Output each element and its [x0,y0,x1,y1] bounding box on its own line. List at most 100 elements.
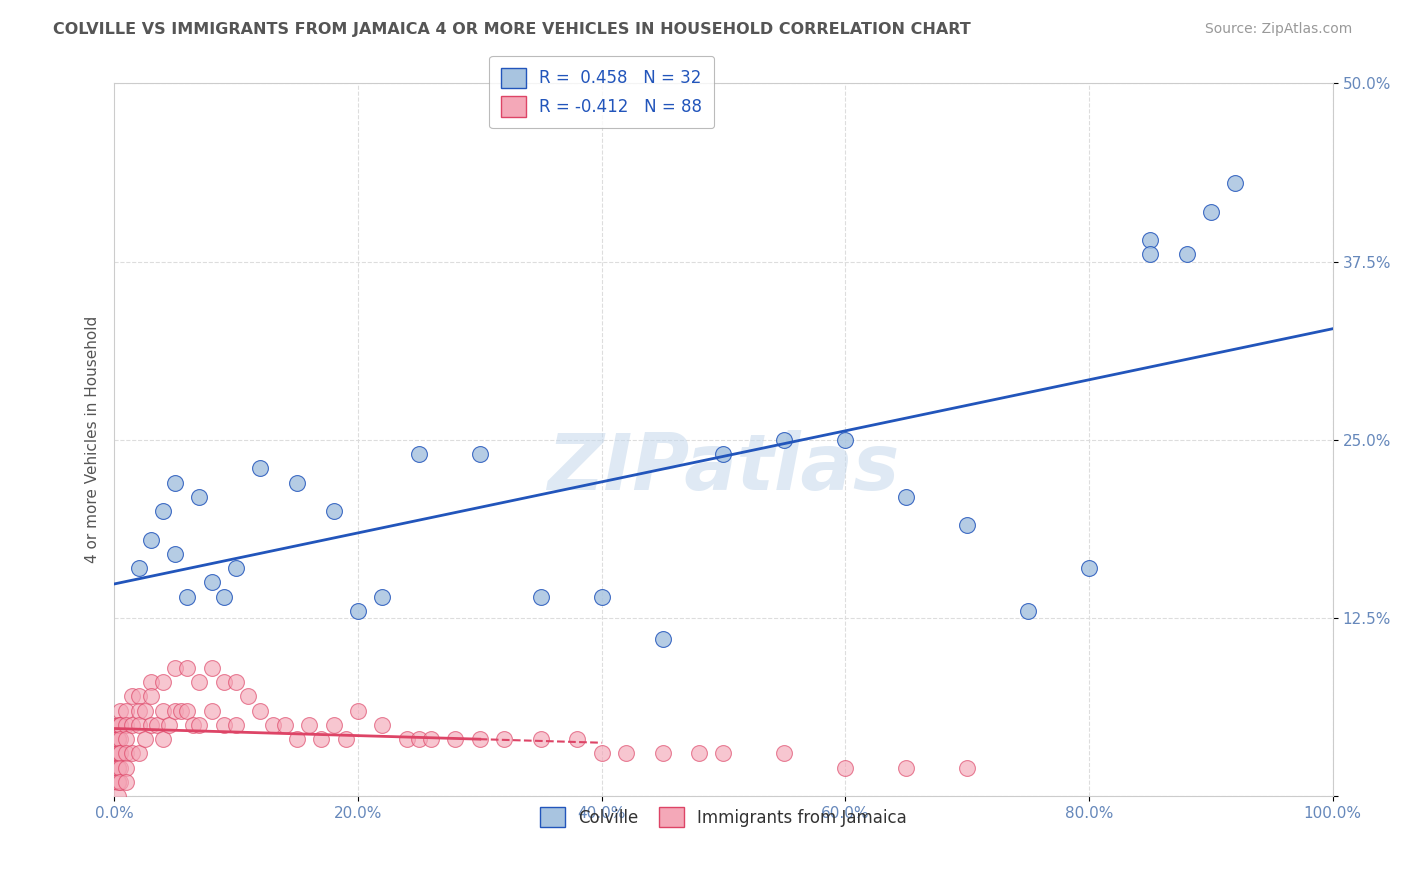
Point [1017,604,1039,618]
Point [152,732,174,747]
Point [347,704,370,718]
Point [134,732,156,747]
Point [107,761,129,775]
Point [107,732,129,747]
Point [128,690,150,704]
Point [298,718,321,732]
Point [107,761,129,775]
Point [107,789,129,803]
Point [170,704,193,718]
Point [468,732,491,747]
Point [128,747,150,761]
Point [139,718,162,732]
Point [134,704,156,718]
Point [183,718,205,732]
Point [107,732,129,747]
Point [773,433,796,447]
Point [773,747,796,761]
Point [110,747,132,761]
Point [176,704,198,718]
Point [188,675,211,690]
Point [444,732,467,747]
Point [152,704,174,718]
Point [107,732,129,747]
Point [115,732,138,747]
Point [1175,247,1198,261]
Point [834,761,856,775]
Point [107,747,129,761]
Point [115,774,138,789]
Text: Source: ZipAtlas.com: Source: ZipAtlas.com [1205,22,1353,37]
Point [408,732,430,747]
Point [651,632,673,647]
Point [1139,247,1161,261]
Point [530,590,553,604]
Point [530,732,553,747]
Point [371,590,394,604]
Point [107,718,129,732]
Point [322,718,344,732]
Point [110,704,132,718]
Point [322,504,344,518]
Point [651,747,673,761]
Point [420,732,443,747]
Point [139,690,162,704]
Point [494,732,516,747]
Point [115,718,138,732]
Point [146,718,169,732]
Point [1139,233,1161,247]
Point [713,747,735,761]
Point [567,732,589,747]
Point [249,461,271,475]
Point [347,604,370,618]
Point [249,704,271,718]
Point [165,661,187,675]
Point [408,447,430,461]
Point [152,675,174,690]
Point [107,774,129,789]
Point [107,718,129,732]
Point [107,747,129,761]
Point [395,732,418,747]
Point [176,590,198,604]
Point [165,475,187,490]
Point [212,675,235,690]
Point [188,490,211,504]
Point [834,433,856,447]
Point [468,447,491,461]
Point [110,718,132,732]
Point [107,761,129,775]
Point [107,774,129,789]
Point [201,575,224,590]
Point [139,675,162,690]
Point [225,718,247,732]
Point [591,747,613,761]
Point [152,504,174,518]
Text: ZIPatlas: ZIPatlas [547,430,900,507]
Point [121,718,143,732]
Point [238,690,260,704]
Point [262,718,284,732]
Point [225,675,247,690]
Point [107,774,129,789]
Point [115,704,138,718]
Y-axis label: 4 or more Vehicles in Household: 4 or more Vehicles in Household [86,316,100,564]
Point [1225,176,1247,190]
Point [110,761,132,775]
Point [165,704,187,718]
Point [157,718,180,732]
Point [212,718,235,732]
Point [371,718,394,732]
Point [128,561,150,575]
Point [115,747,138,761]
Point [285,732,308,747]
Point [201,661,224,675]
Point [128,704,150,718]
Point [713,447,735,461]
Point [225,561,247,575]
Point [188,718,211,732]
Point [176,661,198,675]
Point [311,732,333,747]
Point [121,747,143,761]
Point [110,718,132,732]
